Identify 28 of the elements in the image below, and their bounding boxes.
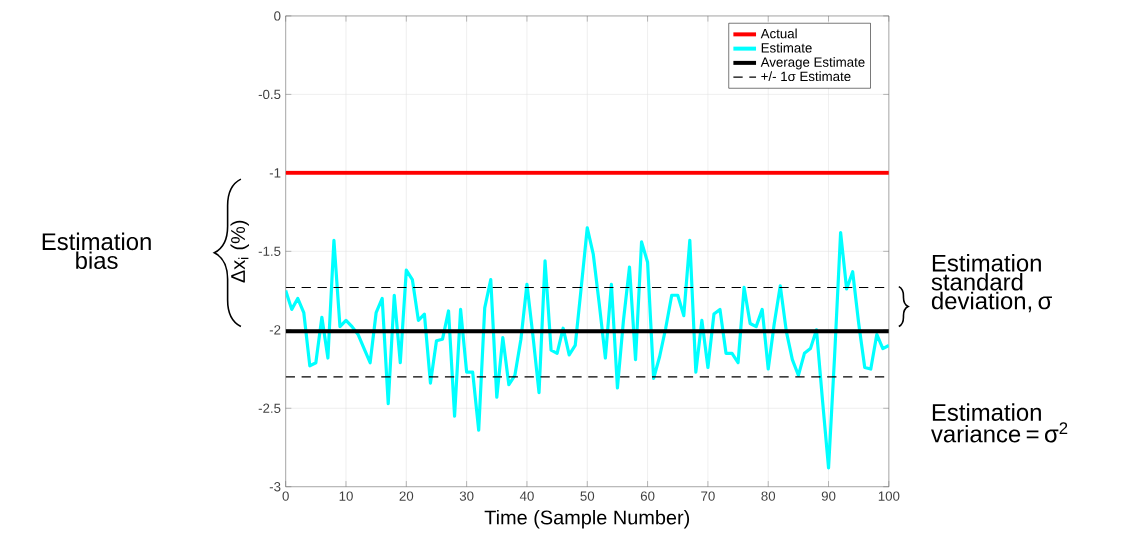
x-tick-label: 60 xyxy=(640,491,655,501)
x-tick-label: 20 xyxy=(399,491,414,501)
text: Estimation bias xyxy=(42,232,151,269)
y-tick-label: -1.5 xyxy=(258,246,281,256)
x-tick-label: 40 xyxy=(519,491,534,501)
x-tick-label: 100 xyxy=(878,491,900,501)
y-axis-title: Δx$_{i}$ (%) xyxy=(230,220,250,283)
x-tick-label: 70 xyxy=(701,491,715,501)
x-tick-label: 30 xyxy=(459,491,474,501)
text: Estimation variance = σ$^{2}$ xyxy=(931,403,1068,443)
legend-label: Average Estimate xyxy=(760,56,865,70)
y-tick-label: -2.5 xyxy=(258,403,281,413)
x-tick-label: 80 xyxy=(761,491,776,501)
x-axis-title: Time (Sample Number) xyxy=(484,509,690,529)
x-tick-label: 0 xyxy=(282,491,289,501)
x-tick-label: 50 xyxy=(580,491,595,501)
x-tick-label: 90 xyxy=(821,491,836,501)
legend-label: Actual xyxy=(760,28,797,39)
y-tick-label: -1 xyxy=(269,168,281,178)
line-series xyxy=(285,225,889,470)
y-tick-label: 0 xyxy=(274,11,281,21)
y-tick-label: -2 xyxy=(269,324,281,335)
y-tick-label: -0.5 xyxy=(258,89,281,99)
x-tick-label: 10 xyxy=(339,491,353,501)
text: Estimation standard deviation, σ xyxy=(931,253,1052,312)
legend-label: Estimate xyxy=(761,42,812,53)
y-tick-label: -3 xyxy=(269,481,281,492)
legend-label: +/- 1σ Estimate xyxy=(761,71,851,81)
